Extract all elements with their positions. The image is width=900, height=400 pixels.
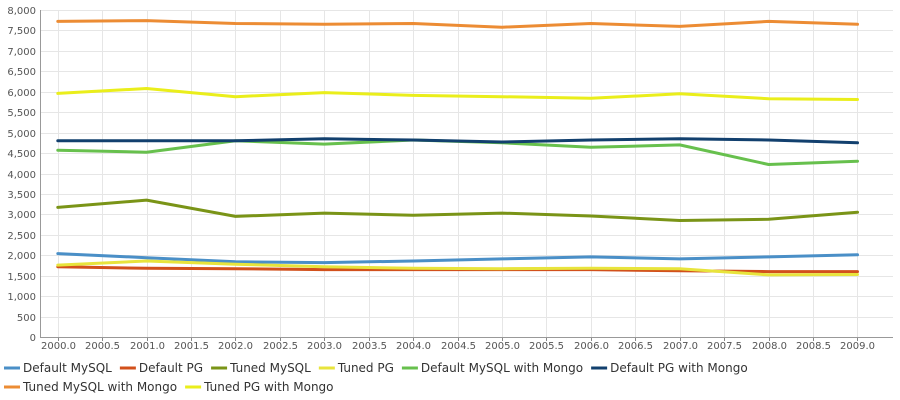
y-tick-label: 3,000 [7, 210, 36, 221]
legend-label-tuned-mysql: Tuned MySQL [229, 361, 311, 375]
x-tick-label: 2005.0 [485, 341, 520, 352]
series-line-default-mysql [56, 252, 859, 265]
legend-label-tuned-pg: Tuned PG [337, 361, 394, 375]
y-tick-label: 4,500 [7, 149, 36, 160]
y-tick-label: 5,000 [7, 129, 36, 140]
x-tick-label: 2000.0 [41, 341, 76, 352]
x-tick-label: 2003.5 [352, 341, 387, 352]
y-tick-label: 5,500 [7, 108, 36, 119]
x-tick-label: 2002.0 [218, 341, 253, 352]
x-tick-label: 2006.5 [618, 341, 653, 352]
y-tick-label: 2,500 [7, 231, 36, 242]
y-tick-label: 1,500 [7, 272, 36, 283]
x-tick-label: 2001.0 [130, 341, 165, 352]
legend: Default MySQL Default PG Tuned MySQL Tuned … [4, 361, 748, 394]
legend-label-default-pg-with-mongo: Default PG with Mongo [610, 361, 748, 375]
y-tick-label: 0 [30, 333, 36, 344]
legend-label-default-pg: Default PG [139, 361, 203, 375]
x-tick-label: 2009.0 [840, 341, 875, 352]
x-tick-label: 2001.5 [174, 341, 209, 352]
series-line-default-pg-with-mongo [56, 137, 859, 145]
x-tick-label: 2003.0 [307, 341, 342, 352]
series-line-tuned-mysql-with-mongo [56, 19, 859, 29]
plot-area: 0 500 1,000 1,500 2,000 2,500 3,000 3,500 4,000 4… [7, 6, 893, 352]
y-tick-label: 7,500 [7, 26, 36, 37]
x-tick-label: 2007.0 [663, 341, 698, 352]
y-tick-label: 4,000 [7, 170, 36, 181]
y-tick-label: 2,000 [7, 251, 36, 262]
legend-label-default-mysql-with-mongo: Default MySQL with Mongo [421, 361, 583, 375]
legend-label-tuned-mysql-with-mongo: Tuned MySQL with Mongo [22, 380, 177, 394]
x-tick-label: 2006.0 [574, 341, 609, 352]
x-tick-label: 2004.5 [441, 341, 476, 352]
series-line-tuned-pg-with-mongo [56, 87, 859, 101]
y-tick-label: 6,500 [7, 67, 36, 78]
legend-label-tuned-pg-with-mongo: Tuned PG with Mongo [203, 380, 333, 394]
y-tick-label: 8,000 [7, 6, 36, 17]
x-tick-label: 2004.0 [396, 341, 431, 352]
series-line-tuned-pg [56, 259, 859, 277]
series-line-tuned-mysql [56, 198, 859, 222]
series-line-default-mysql-with-mongo [56, 138, 859, 166]
x-tick-label: 2005.5 [529, 341, 564, 352]
x-tick-label: 2000.5 [85, 341, 120, 352]
y-tick-label: 500 [17, 313, 36, 324]
y-tick-label: 6,000 [7, 88, 36, 99]
x-tick-label: 2002.5 [263, 341, 298, 352]
x-tick-label: 2008.0 [752, 341, 787, 352]
y-tick-label: 3,500 [7, 190, 36, 201]
legend-label-default-mysql: Default MySQL [23, 361, 112, 375]
y-tick-label: 7,000 [7, 47, 36, 58]
y-tick-label: 1,000 [7, 292, 36, 303]
x-tick-label: 2008.5 [796, 341, 831, 352]
x-tick-label: 2007.5 [707, 341, 742, 352]
